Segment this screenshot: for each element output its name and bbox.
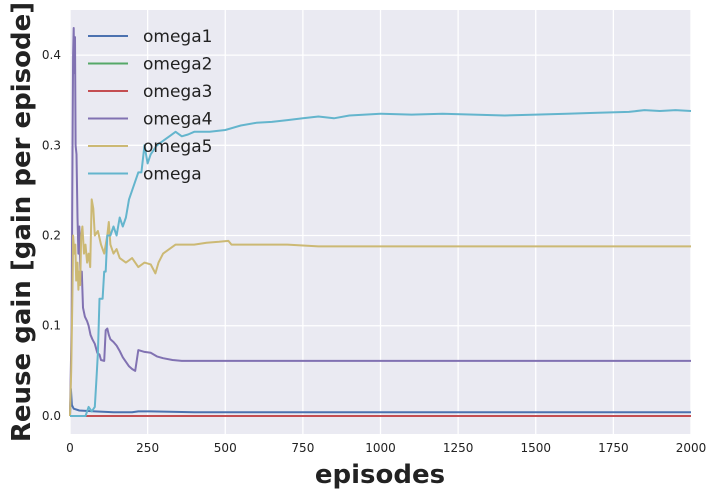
series-line-omega4 (69, 27, 691, 417)
series-line-omega5 (69, 198, 691, 417)
series-line-omega (70, 109, 692, 417)
x-tick-label: 750 (291, 441, 314, 455)
y-tick-label: 0.0 (42, 409, 61, 423)
x-tick-label: 1250 (443, 441, 474, 455)
x-tick-label: 500 (214, 441, 237, 455)
x-tick-label: 250 (136, 441, 159, 455)
y-axis-title: Reuse gain [gain per episode] (7, 2, 37, 442)
y-tick-label: 0.2 (42, 229, 61, 243)
legend-label-omega3: omega3 (143, 82, 212, 102)
y-axis-ticks: 0.0 0.1 0.2 0.3 0.4 (42, 48, 61, 423)
legend: omega1 omega2 omega3 omega4 omega5 omega (88, 27, 212, 185)
x-tick-label: 1750 (598, 441, 629, 455)
x-tick-label: 1000 (365, 441, 396, 455)
x-tick-label: 0 (66, 441, 74, 455)
x-axis-ticks: 0 250 500 750 1000 1250 1500 1750 2000 (66, 441, 706, 455)
legend-label-omega: omega (143, 165, 202, 185)
y-tick-label: 0.3 (42, 138, 61, 152)
legend-label-omega5: omega5 (143, 137, 212, 157)
x-axis-title: episodes (315, 460, 445, 490)
legend-label-omega1: omega1 (143, 27, 212, 47)
legend-label-omega2: omega2 (143, 55, 212, 75)
x-tick-label: 2000 (676, 441, 707, 455)
y-tick-label: 0.4 (42, 48, 61, 62)
x-tick-label: 1500 (520, 441, 551, 455)
series-lines (69, 27, 692, 417)
legend-label-omega4: omega4 (143, 110, 212, 130)
y-tick-label: 0.1 (42, 319, 61, 333)
series-line-omega1 (69, 387, 691, 417)
